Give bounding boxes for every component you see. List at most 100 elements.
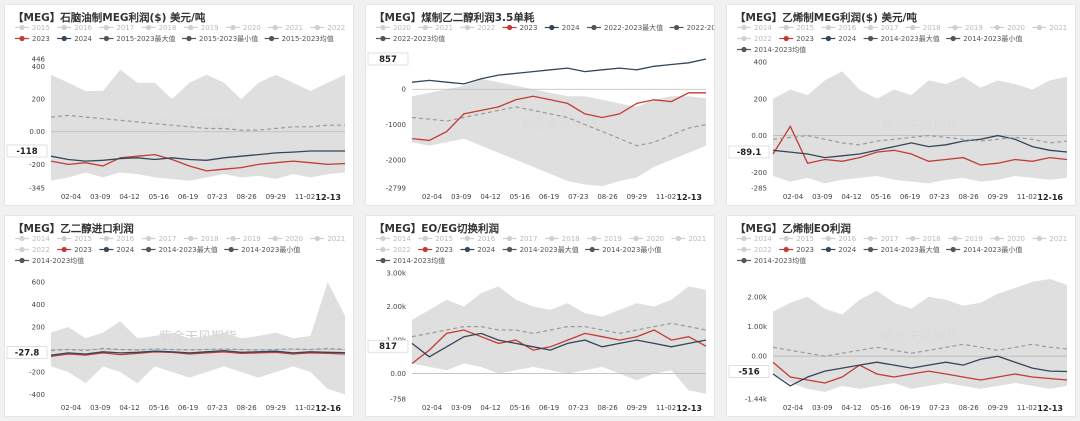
legend-item: 2014 (737, 24, 772, 32)
legend-swatch-dot (61, 235, 67, 242)
legend-item: 2024 (57, 35, 93, 43)
legend-swatch-dot (272, 235, 278, 242)
legend-item: 2020 (226, 24, 261, 32)
legend-label: 2014 (32, 235, 50, 243)
legend-label: 2016 (477, 235, 495, 243)
legend-item: 2022 (15, 246, 50, 254)
current-value-label: -516 (738, 368, 759, 378)
legend-item: 2014-2023均值 (737, 256, 806, 265)
legend-item: 2016 (57, 24, 93, 32)
legend-swatch-dot (422, 246, 428, 253)
legend-swatch-dot (228, 246, 234, 253)
y-tick-label: 400 (754, 59, 767, 67)
chart-title: 【MEG】煤制乙二醇利润3.5单耗 (374, 12, 535, 24)
legend-swatch-dot (380, 235, 386, 242)
legend-swatch-dot (741, 24, 747, 31)
current-value-label: 817 (379, 342, 397, 352)
legend-label: 2022-2023最大值 (604, 23, 663, 32)
legend-label: 2020 (243, 24, 261, 32)
legend-label: 2019 (965, 235, 983, 243)
legend-item: 2014-2023均值 (15, 256, 84, 265)
minmax-band (412, 78, 706, 187)
x-tick-label: 02-04 (783, 193, 804, 201)
y-tick-label: 0.00 (751, 132, 767, 140)
legend-swatch-dot (952, 235, 958, 242)
legend-item: 2016 (460, 235, 496, 243)
chart-panel-p6: 【MEG】乙烯制EO利润 2014 2015 2016 2017 2018 2019 202… (727, 216, 1075, 416)
legend-swatch-dot (674, 24, 680, 31)
x-last-date-label: 12-13 (676, 404, 702, 413)
x-tick-label: 07-23 (568, 404, 588, 412)
legend-item: 2016 (821, 24, 857, 32)
chart-title: 【MEG】石脑油制MEG利润($) 美元/吨 (13, 12, 206, 24)
legend-swatch-dot (825, 235, 831, 242)
legend-item: 2020 (629, 235, 664, 243)
legend-swatch-dot (186, 35, 192, 42)
legend-label: 2021 (1049, 235, 1067, 243)
chart-svg-p5: 2014 2015 2016 2017 2018 2019 2020 2021 2022 2023… (367, 235, 707, 413)
x-tick-label: 05-16 (510, 404, 531, 412)
legend-label: 2024 (74, 35, 92, 43)
legend-item: 2021 (1032, 235, 1067, 243)
y-tick-label: 3.00k (386, 270, 407, 278)
legend-label: 2024 (838, 35, 856, 43)
legend-item: 2018 (905, 24, 941, 32)
x-tick-label: 04-12 (841, 193, 861, 201)
legend-swatch-dot (741, 46, 747, 53)
legend-swatch-dot (783, 24, 789, 31)
legend-swatch-dot (825, 24, 831, 31)
legend-label: 2023 (74, 246, 92, 254)
legend-label: 2018 (923, 24, 941, 32)
series-line-2024 (411, 58, 707, 85)
legend-swatch-dot (952, 24, 958, 31)
x-tick-label: 03-09 (451, 193, 471, 201)
x-tick-label: 09-29 (266, 404, 286, 412)
legend-swatch-dot (825, 246, 831, 253)
legend-swatch-dot (230, 235, 236, 242)
legend-item: 2021 (268, 24, 303, 32)
legend-item: 2016 (821, 235, 857, 243)
legend-label: 2019 (201, 24, 219, 32)
minmax-band (773, 71, 1067, 184)
legend-item: 2020 (268, 235, 303, 243)
legend-swatch-dot (464, 24, 470, 31)
y-tick-label: 200 (32, 324, 45, 332)
x-tick-label: 06-19 (900, 404, 920, 412)
y-tick-label: -2799 (386, 185, 406, 193)
y-tick-label: -345 (29, 185, 45, 193)
legend-swatch-dot (380, 257, 386, 264)
legend-swatch-dot (507, 246, 513, 253)
legend-item: 2022-2023最大值 (587, 23, 663, 32)
legend-label: 2020 (285, 235, 303, 243)
y-tick-label: -285 (751, 185, 767, 193)
legend-swatch-dot (675, 235, 681, 242)
legend-label: 2022 (754, 246, 772, 254)
legend-label: 2014-2023最小值 (963, 34, 1022, 43)
x-tick-label: 08-26 (236, 193, 257, 201)
y-tick-label: 0 (402, 86, 406, 94)
legend-item: 2024 (821, 246, 857, 254)
legend-swatch-dot (314, 24, 320, 31)
legend-label: 2024 (116, 246, 134, 254)
x-tick-label: 07-23 (929, 404, 949, 412)
legend-item: 2022 (737, 246, 772, 254)
legend-swatch-dot (230, 24, 236, 31)
legend-swatch-dot (868, 235, 874, 242)
legend-label: 2014-2023最小值 (963, 245, 1022, 254)
legend-label: 2014-2023最大值 (159, 245, 218, 254)
chart-svg-p4: 2014 2015 2016 2017 2018 2019 2020 2021 2022 2023… (6, 235, 345, 413)
x-tick-label: 06-19 (178, 193, 198, 201)
legend-item: 2014-2023最小值 (585, 245, 661, 254)
legend-swatch-dot (464, 235, 470, 242)
legend-item: 2022-2023均值 (376, 34, 445, 43)
legend-label: 2017 (881, 235, 899, 243)
legend-label: 2014-2023最大值 (520, 245, 579, 254)
legend-item: 2015-2023均值 (264, 34, 334, 43)
x-tick-label: 04-12 (480, 404, 500, 412)
y-tick-label: -400 (29, 391, 45, 399)
series-line-2023 (411, 92, 706, 142)
x-tick-label: 05-16 (149, 404, 170, 412)
series-line-2023 (772, 125, 1068, 166)
legend-label: 2018 (923, 235, 941, 243)
x-tick-label: 04-12 (480, 193, 500, 201)
